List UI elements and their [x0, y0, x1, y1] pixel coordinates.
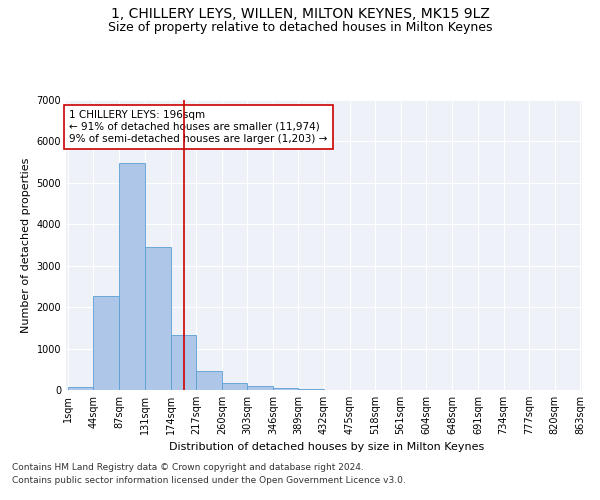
Bar	[222, 383, 247, 390]
Bar	[196, 370, 222, 390]
Text: Contains HM Land Registry data © Crown copyright and database right 2024.: Contains HM Land Registry data © Crown c…	[12, 464, 364, 472]
Y-axis label: Number of detached properties: Number of detached properties	[21, 158, 31, 332]
Bar	[273, 388, 298, 390]
Bar	[119, 163, 145, 390]
Text: 1 CHILLERY LEYS: 196sqm
← 91% of detached houses are smaller (11,974)
9% of semi: 1 CHILLERY LEYS: 196sqm ← 91% of detache…	[69, 110, 328, 144]
Bar	[298, 389, 324, 390]
Bar	[68, 386, 94, 390]
Bar	[94, 296, 119, 390]
Text: Contains public sector information licensed under the Open Government Licence v3: Contains public sector information licen…	[12, 476, 406, 485]
Bar	[145, 247, 170, 390]
Text: Distribution of detached houses by size in Milton Keynes: Distribution of detached houses by size …	[169, 442, 485, 452]
Bar	[247, 386, 273, 390]
Text: Size of property relative to detached houses in Milton Keynes: Size of property relative to detached ho…	[108, 21, 492, 34]
Bar	[170, 335, 196, 390]
Text: 1, CHILLERY LEYS, WILLEN, MILTON KEYNES, MK15 9LZ: 1, CHILLERY LEYS, WILLEN, MILTON KEYNES,…	[110, 8, 490, 22]
